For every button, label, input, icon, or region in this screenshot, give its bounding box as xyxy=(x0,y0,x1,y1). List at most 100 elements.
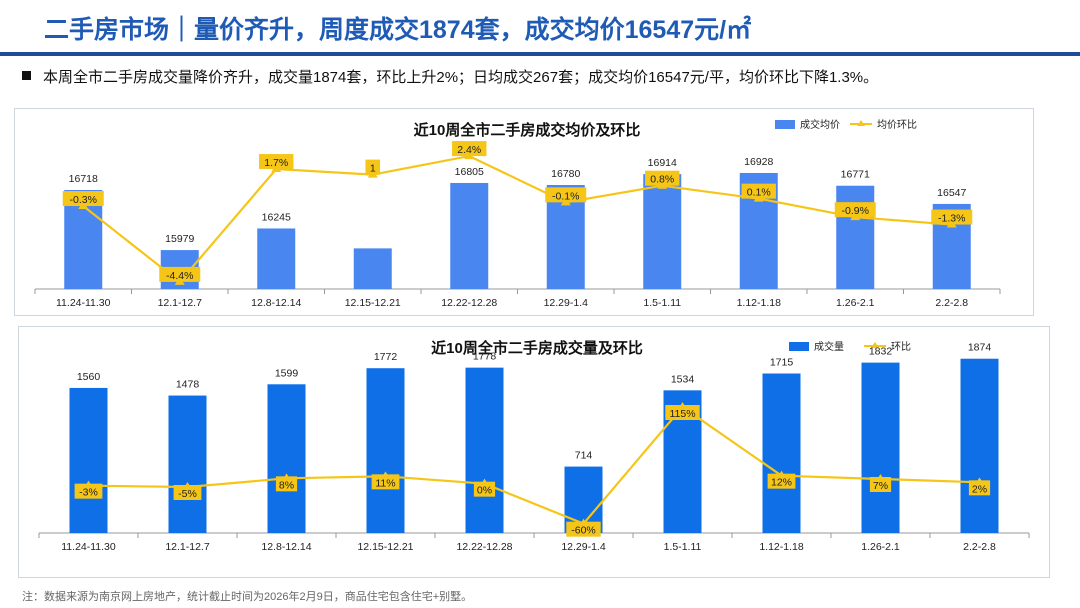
line-label-box xyxy=(159,266,201,282)
line-value-label: 8% xyxy=(279,479,294,491)
line-value-label: 11% xyxy=(375,477,395,489)
line-label-box xyxy=(275,476,298,492)
title-divider xyxy=(0,52,1080,56)
line-series xyxy=(82,154,952,284)
chart-title: 近10周全市二手房成交均价及环比 xyxy=(414,121,641,139)
bar-value-label: 714 xyxy=(575,450,593,462)
bar xyxy=(465,367,504,533)
x-tick-label: 12.1-12.7 xyxy=(165,541,210,553)
bar xyxy=(643,174,682,289)
legend-bar-label: 成交均价 xyxy=(800,118,840,131)
line-value-label: 2% xyxy=(972,483,987,495)
bar-value-label: 1874 xyxy=(968,342,992,354)
x-tick-label: 12.22-12.28 xyxy=(441,297,497,309)
line-label-box xyxy=(74,483,103,499)
legend-triangle-icon xyxy=(871,342,879,348)
line-label-box xyxy=(452,141,487,157)
x-tick-label: 1.12-1.18 xyxy=(737,297,782,309)
x-tick-label: 1.5-1.11 xyxy=(664,541,702,553)
bar xyxy=(960,358,999,533)
bar xyxy=(267,384,306,533)
line-label-box xyxy=(473,481,496,497)
legend-triangle-icon xyxy=(857,120,865,126)
bar-value-label: 1599 xyxy=(275,367,299,379)
x-tick-label: 12.1-12.7 xyxy=(158,297,203,309)
bar xyxy=(69,387,108,533)
line-label-box xyxy=(645,170,680,186)
line-label-box xyxy=(62,191,104,207)
bar xyxy=(450,182,489,289)
bar-value-label: 15979 xyxy=(165,233,194,245)
bar-value-label: 16771 xyxy=(841,169,870,181)
line-label-box xyxy=(767,473,796,489)
summary-bullet: 本周全市二手房成交量降价齐升，成交量1874套，环比上升2%；日均成交267套；… xyxy=(22,66,878,87)
line-label-box xyxy=(931,209,973,225)
x-tick-label: 1.26-2.1 xyxy=(836,297,875,309)
x-tick-label: 2.2-2.8 xyxy=(935,297,968,309)
legend-line-label: 环比 xyxy=(891,341,911,353)
line-label-box xyxy=(834,202,876,218)
line-value-label: 1 xyxy=(370,163,376,175)
line-label-box xyxy=(665,405,700,420)
x-tick-label: 12.8-12.14 xyxy=(251,297,301,309)
legend-bar-swatch xyxy=(789,342,809,351)
bullet-square-icon xyxy=(22,71,31,80)
x-tick-label: 1.5-1.11 xyxy=(643,297,681,309)
bar xyxy=(353,248,392,289)
bar xyxy=(762,373,801,533)
line-value-label: 1.7% xyxy=(264,157,288,169)
line-value-label: -1.3% xyxy=(938,213,965,225)
line-label-box xyxy=(869,477,892,492)
bar-value-label: 16805 xyxy=(455,166,484,178)
line-series xyxy=(88,405,980,525)
x-tick-label: 12.29-1.4 xyxy=(544,297,589,309)
bar-value-label: 1560 xyxy=(77,371,101,383)
x-tick-label: 11.24-11.30 xyxy=(56,297,111,309)
bar-value-label: 16547 xyxy=(937,187,966,199)
line-value-label: 0.8% xyxy=(650,174,674,186)
bar-value-label: 1772 xyxy=(374,351,398,363)
bar-value-label: 1778 xyxy=(473,351,497,363)
source-note: 注：数据来源为南京网上房地产，统计截止时间为2026年2月9日，商品住宅包含住宅… xyxy=(22,591,473,603)
volume-chart: 近10周全市二手房成交量及环比 成交量 环比 1560 11.24-11.30 1478 1… xyxy=(38,339,1030,553)
line-label-box xyxy=(371,474,400,490)
legend-bar-label: 成交量 xyxy=(814,340,844,353)
line-value-label: -0.3% xyxy=(70,194,97,206)
summary-text: 本周全市二手房成交量降价齐升，成交量1874套，环比上升2%；日均成交267套；… xyxy=(43,69,879,86)
page-title: 二手房市场｜量价齐升，周度成交1874套，成交均价16547元/㎡ xyxy=(44,16,752,44)
line-label-box xyxy=(968,480,991,496)
line-value-label: -4.4% xyxy=(166,270,193,282)
line-value-label: 7% xyxy=(873,480,888,492)
x-tick-label: 12.8-12.14 xyxy=(261,541,311,553)
bar-value-label: 16914 xyxy=(648,157,677,169)
bar-value-label: 16718 xyxy=(69,173,98,185)
line-label-box xyxy=(365,159,381,175)
x-tick-label: 1.26-2.1 xyxy=(861,541,900,553)
bar-value-label: 1534 xyxy=(671,373,695,385)
line-value-label: 12% xyxy=(771,477,792,489)
line-value-label: -0.9% xyxy=(842,205,869,217)
bar-value-label: 16780 xyxy=(551,168,580,180)
bar xyxy=(836,185,875,289)
bar-value-label: 1715 xyxy=(770,357,794,369)
x-tick-label: 12.29-1.4 xyxy=(561,541,606,553)
x-tick-label: 12.15-12.21 xyxy=(345,297,401,309)
bar-value-label: 1832 xyxy=(869,346,893,358)
line-value-label: 0% xyxy=(477,485,492,497)
bar xyxy=(366,368,405,533)
price-chart-panel: 近10周全市二手房成交均价及环比 成交均价 均价环比 16718 11.24-11.30… xyxy=(14,108,1034,316)
legend-line-label: 均价环比 xyxy=(877,119,917,131)
x-tick-label: 12.15-12.21 xyxy=(357,541,413,553)
chart-title: 近10周全市二手房成交量及环比 xyxy=(431,339,643,357)
line-value-label: 2.4% xyxy=(457,144,481,156)
bar-value-label: 1478 xyxy=(176,379,200,391)
bar xyxy=(861,362,900,533)
x-tick-label: 11.24-11.30 xyxy=(61,541,116,553)
line-label-box xyxy=(545,187,587,203)
bar-value-label: 16928 xyxy=(744,156,773,168)
x-tick-label: 1.12-1.18 xyxy=(759,541,804,553)
bar xyxy=(168,395,207,533)
line-label-box xyxy=(259,154,294,170)
price-chart: 近10周全市二手房成交均价及环比 成交均价 均价环比 16718 11.24-11.30… xyxy=(34,118,1001,309)
legend-bar-swatch xyxy=(775,120,795,129)
